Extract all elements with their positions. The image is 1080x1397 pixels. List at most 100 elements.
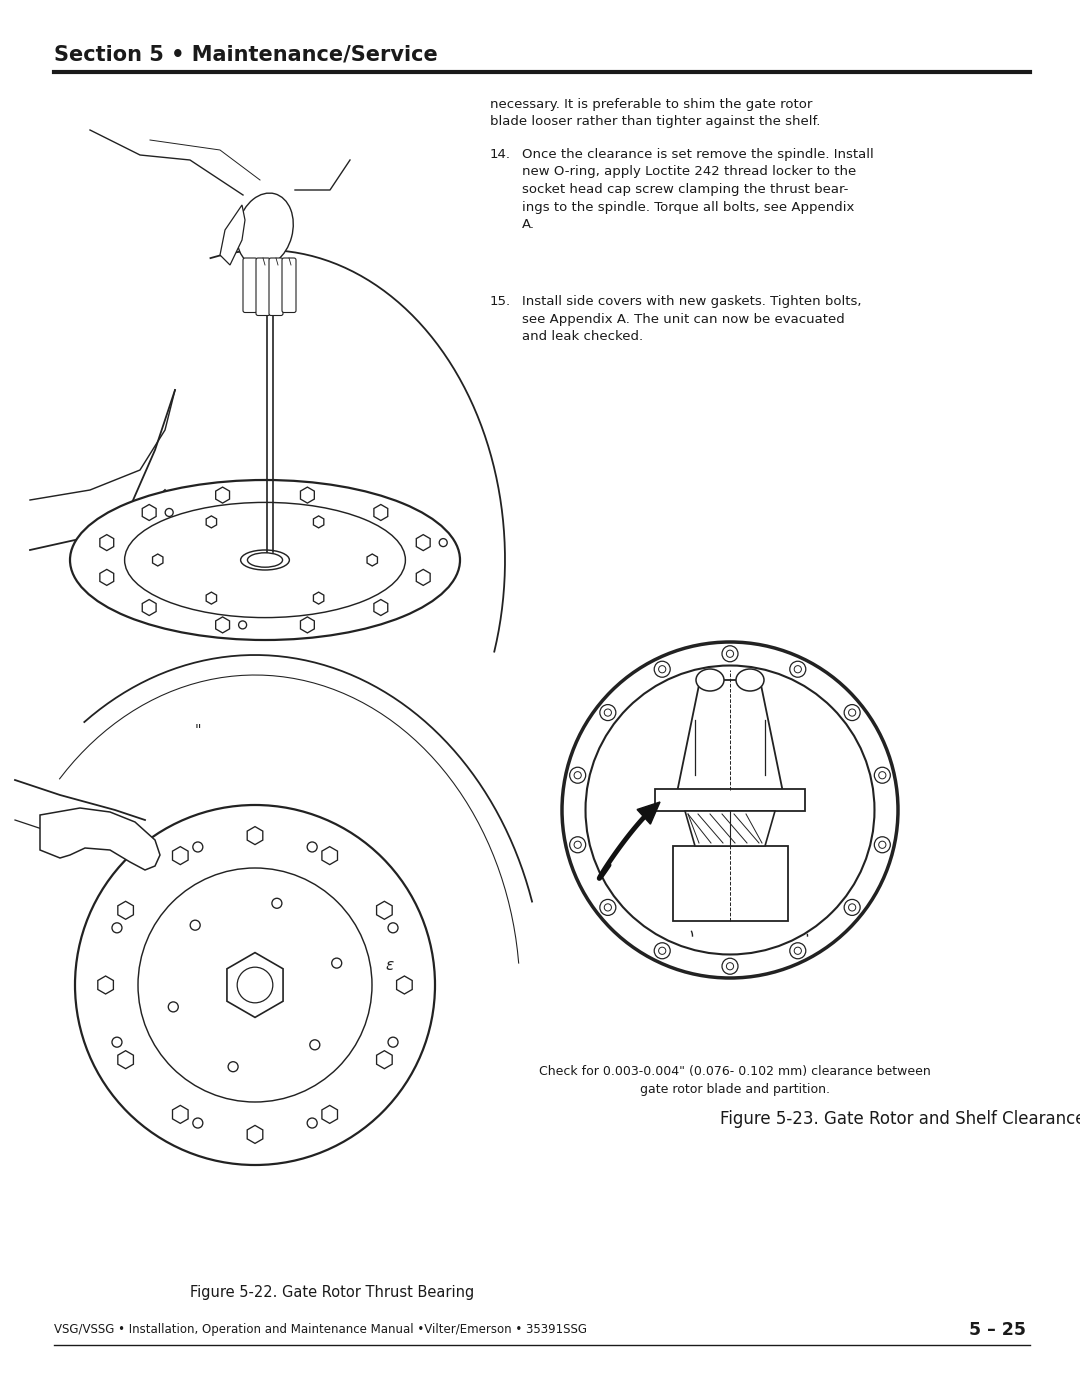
Polygon shape bbox=[40, 807, 160, 870]
Polygon shape bbox=[247, 1126, 262, 1143]
Polygon shape bbox=[99, 535, 113, 550]
Text: Once the clearance is set remove the spindle. Install
new O-ring, apply Loctite : Once the clearance is set remove the spi… bbox=[522, 148, 874, 231]
Circle shape bbox=[190, 921, 200, 930]
FancyBboxPatch shape bbox=[256, 258, 270, 316]
Circle shape bbox=[585, 665, 875, 954]
Circle shape bbox=[575, 841, 581, 848]
Polygon shape bbox=[173, 847, 188, 865]
Polygon shape bbox=[118, 1051, 134, 1069]
Polygon shape bbox=[206, 592, 217, 604]
Circle shape bbox=[875, 837, 890, 852]
Polygon shape bbox=[118, 901, 134, 919]
Circle shape bbox=[165, 509, 173, 517]
Circle shape bbox=[654, 943, 671, 958]
FancyBboxPatch shape bbox=[269, 258, 283, 316]
Ellipse shape bbox=[735, 669, 764, 692]
Text: Section 5 • Maintenance/Service: Section 5 • Maintenance/Service bbox=[54, 45, 437, 66]
Polygon shape bbox=[396, 977, 413, 995]
Circle shape bbox=[569, 767, 585, 784]
Circle shape bbox=[727, 963, 733, 970]
Circle shape bbox=[228, 1062, 238, 1071]
Polygon shape bbox=[227, 953, 283, 1017]
Circle shape bbox=[272, 898, 282, 908]
Circle shape bbox=[723, 645, 738, 662]
Polygon shape bbox=[216, 488, 230, 503]
Polygon shape bbox=[322, 1105, 337, 1123]
Circle shape bbox=[849, 710, 855, 717]
Circle shape bbox=[727, 650, 733, 658]
Polygon shape bbox=[300, 617, 314, 633]
Text: 15.: 15. bbox=[490, 295, 511, 307]
Text: Figure 5-23. Gate Rotor and Shelf Clearance: Figure 5-23. Gate Rotor and Shelf Cleara… bbox=[720, 1111, 1080, 1127]
Circle shape bbox=[388, 1037, 399, 1048]
Ellipse shape bbox=[696, 669, 724, 692]
Circle shape bbox=[238, 967, 273, 1003]
Polygon shape bbox=[313, 592, 324, 604]
Circle shape bbox=[193, 1118, 203, 1127]
Polygon shape bbox=[152, 555, 163, 566]
Text: Figure 5-22. Gate Rotor Thrust Bearing: Figure 5-22. Gate Rotor Thrust Bearing bbox=[190, 1285, 474, 1301]
Circle shape bbox=[845, 704, 860, 721]
Ellipse shape bbox=[124, 503, 405, 617]
Text: VSG/VSSG • Installation, Operation and Maintenance Manual •Vilter/Emerson • 3539: VSG/VSSG • Installation, Operation and M… bbox=[54, 1323, 588, 1337]
Circle shape bbox=[239, 620, 246, 629]
Polygon shape bbox=[206, 515, 217, 528]
Circle shape bbox=[440, 539, 447, 546]
Circle shape bbox=[112, 1037, 122, 1048]
Circle shape bbox=[789, 661, 806, 678]
Polygon shape bbox=[685, 812, 775, 847]
Circle shape bbox=[794, 947, 801, 954]
Circle shape bbox=[138, 868, 372, 1102]
Circle shape bbox=[569, 837, 585, 852]
Circle shape bbox=[849, 904, 855, 911]
Ellipse shape bbox=[241, 550, 289, 570]
Polygon shape bbox=[377, 1051, 392, 1069]
Circle shape bbox=[604, 904, 611, 911]
Circle shape bbox=[604, 710, 611, 717]
Circle shape bbox=[307, 842, 318, 852]
Ellipse shape bbox=[70, 481, 460, 640]
Bar bbox=[673, 847, 787, 921]
Circle shape bbox=[562, 643, 897, 978]
Polygon shape bbox=[313, 515, 324, 528]
Circle shape bbox=[575, 771, 581, 780]
Text: 14.: 14. bbox=[490, 148, 511, 161]
Circle shape bbox=[75, 805, 435, 1165]
Circle shape bbox=[879, 841, 886, 848]
Polygon shape bbox=[173, 1105, 188, 1123]
Ellipse shape bbox=[247, 553, 283, 567]
Circle shape bbox=[388, 923, 399, 933]
Circle shape bbox=[654, 661, 671, 678]
Text: Install side covers with new gaskets. Tighten bolts,
see Appendix A. The unit ca: Install side covers with new gaskets. Ti… bbox=[522, 295, 862, 344]
Circle shape bbox=[193, 842, 203, 852]
Polygon shape bbox=[367, 555, 377, 566]
Polygon shape bbox=[98, 977, 113, 995]
Circle shape bbox=[875, 767, 890, 784]
Circle shape bbox=[845, 900, 860, 915]
Polygon shape bbox=[416, 570, 430, 585]
Text: 5 – 25: 5 – 25 bbox=[969, 1322, 1026, 1338]
Circle shape bbox=[599, 900, 616, 915]
Circle shape bbox=[789, 943, 806, 958]
Circle shape bbox=[168, 1002, 178, 1011]
Polygon shape bbox=[300, 488, 314, 503]
Circle shape bbox=[112, 923, 122, 933]
Ellipse shape bbox=[237, 193, 294, 267]
Polygon shape bbox=[99, 570, 113, 585]
Circle shape bbox=[659, 947, 665, 954]
Circle shape bbox=[332, 958, 341, 968]
Bar bbox=[654, 789, 805, 812]
Circle shape bbox=[599, 704, 616, 721]
Circle shape bbox=[879, 771, 886, 780]
Polygon shape bbox=[216, 617, 230, 633]
Text: $\varepsilon$: $\varepsilon$ bbox=[386, 957, 395, 972]
Polygon shape bbox=[377, 901, 392, 919]
Text: Check for 0.003-0.004" (0.076- 0.102 mm) clearance between
gate rotor blade and : Check for 0.003-0.004" (0.076- 0.102 mm)… bbox=[539, 1065, 931, 1097]
Polygon shape bbox=[637, 802, 660, 824]
Text: necessary. It is preferable to shim the gate rotor
blade looser rather than tigh: necessary. It is preferable to shim the … bbox=[490, 98, 821, 129]
Text: ": " bbox=[195, 724, 202, 738]
FancyBboxPatch shape bbox=[282, 258, 296, 313]
Circle shape bbox=[307, 1118, 318, 1127]
Polygon shape bbox=[322, 847, 337, 865]
Polygon shape bbox=[374, 504, 388, 521]
